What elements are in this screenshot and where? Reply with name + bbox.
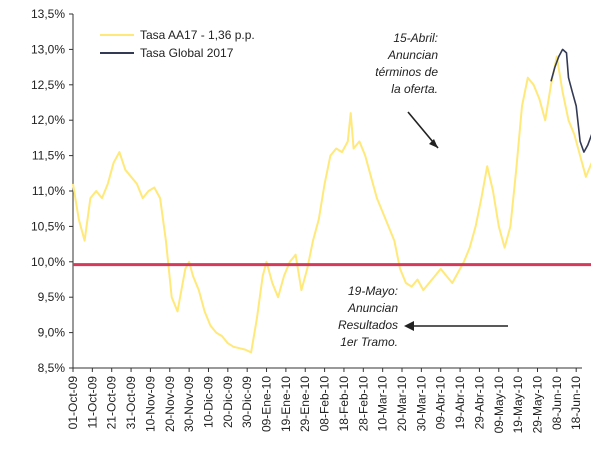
- x-tick-label: 10-Dic-09: [201, 376, 215, 428]
- x-tick-label: 20-Nov-09: [163, 376, 177, 432]
- x-tick-label: 10-Nov-09: [143, 376, 157, 432]
- annotation-2-line: Anuncian: [347, 301, 398, 315]
- x-tick-label: 19-Abr-10: [453, 376, 467, 430]
- x-tick-label: 30-Mar-10: [414, 376, 428, 432]
- x-tick-label: 29-May-10: [530, 376, 544, 434]
- y-tick-label: 9,0%: [38, 326, 66, 340]
- y-tick-label: 13,5%: [31, 7, 65, 21]
- x-tick-label: 18-Feb-10: [337, 376, 351, 432]
- annotation-1-line: la oferta.: [391, 82, 438, 96]
- legend-label-0: Tasa AA17 - 1,36 p.p.: [140, 28, 255, 42]
- y-tick-label: 11,5%: [32, 149, 65, 163]
- annotation-2-line: 19-Mayo:: [348, 284, 398, 298]
- x-tick-label: 11-Oct-09: [85, 376, 99, 429]
- x-tick-label: 30-Nov-09: [182, 376, 196, 432]
- y-axis: 13,5% 13,0% 12,5% 12,0% 11,5% 11,0% 10,5% 10,0%…: [31, 7, 74, 375]
- x-tick-label: 28-Feb-10: [356, 376, 370, 432]
- series-layer: [72, 48, 591, 354]
- x-tick-label: 18-Jun-10: [569, 376, 583, 430]
- x-tick-label: 08-Jun-10: [550, 376, 564, 430]
- y-tick-label: 12,0%: [31, 113, 65, 127]
- annotation-1-arrowhead: [429, 139, 438, 148]
- series-line-0: [72, 55, 591, 354]
- y-tick-label: 12,5%: [31, 78, 65, 92]
- x-tick-label: 21-Oct-09: [105, 376, 119, 430]
- x-axis: 01-Oct-09 11-Oct-09 21-Oct-09 31-Oct-09 10-N…: [66, 367, 583, 434]
- y-tick-label: 9,5%: [38, 290, 66, 304]
- x-tick-label: 19-Ene-10: [279, 376, 293, 432]
- x-tick-label: 09-Ene-10: [260, 376, 274, 432]
- x-tick-label: 29-Ene-10: [298, 376, 312, 432]
- annotation-1-line: términos de: [375, 65, 438, 79]
- annotation-1-line: 15-Abril:: [393, 31, 438, 45]
- x-tick-label: 01-Oct-09: [66, 376, 80, 430]
- x-tick-label: 19-May-10: [511, 376, 525, 434]
- x-tick-label: 09-May-10: [492, 376, 506, 434]
- x-tick-label: 10-Mar-10: [376, 376, 390, 432]
- legend-label-1: Tasa Global 2017: [140, 46, 234, 60]
- x-tick-label: 30-Dic-09: [240, 376, 254, 428]
- annotation-2-line: 1er Tramo.: [340, 335, 398, 349]
- y-tick-label: 10,0%: [31, 255, 65, 269]
- annotations: 15-Abril: Anuncian términos de la oferta. 19…: [338, 31, 508, 349]
- x-tick-label: 20-Dic-09: [221, 376, 235, 428]
- y-tick-label: 13,0%: [31, 42, 65, 56]
- x-tick-label: 08-Feb-10: [318, 376, 332, 432]
- y-tick-label: 11,0%: [32, 184, 65, 198]
- y-tick-label: 10,5%: [31, 219, 65, 233]
- legend: Tasa AA17 - 1,36 p.p. Tasa Global 2017: [100, 28, 255, 60]
- annotation-2-line: Resultados: [338, 318, 398, 332]
- y-tick-label: 8,5%: [38, 361, 66, 375]
- annotation-1-line: Anuncian: [387, 48, 438, 62]
- x-tick-label: 29-Abr-10: [472, 376, 486, 430]
- x-tick-label: 20-Mar-10: [395, 376, 409, 432]
- annotation-2-arrowhead: [404, 321, 414, 331]
- x-tick-label: 31-Oct-09: [124, 376, 138, 430]
- x-tick-label: 09-Abr-10: [434, 376, 448, 430]
- series-line-1: [550, 48, 591, 153]
